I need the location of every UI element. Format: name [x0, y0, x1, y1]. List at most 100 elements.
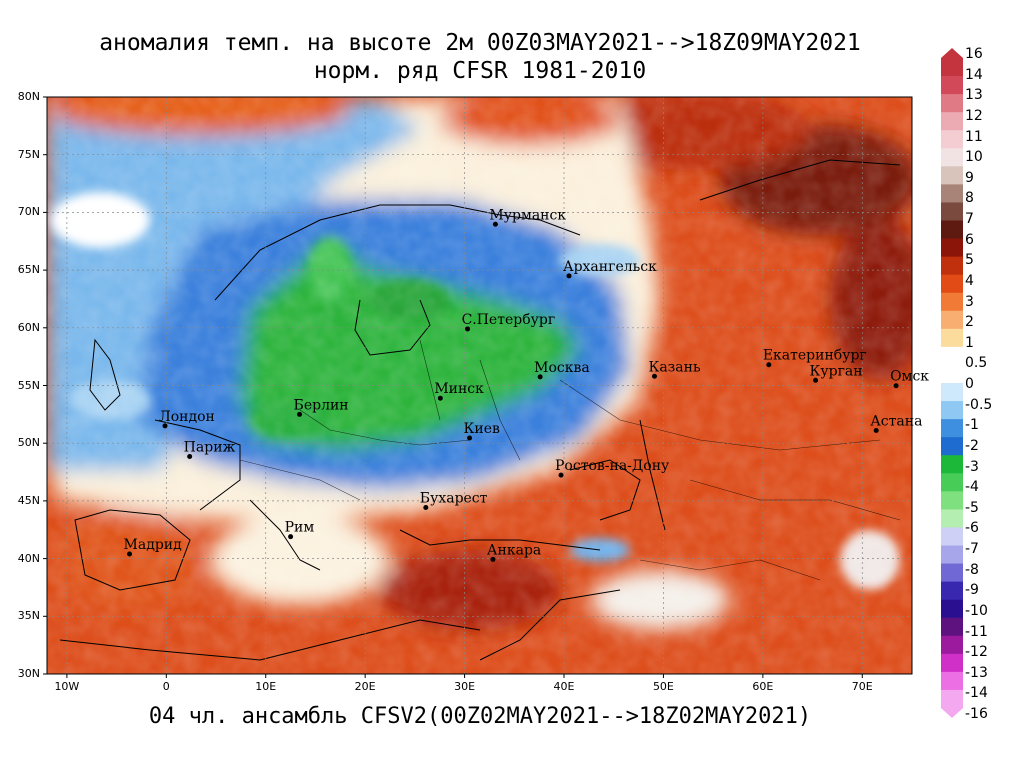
colorbar-swatch — [941, 527, 963, 546]
map-title-line1: аномалия темп. на высоте 2м 00Z03MAY2021… — [99, 30, 861, 56]
colorbar-swatch — [941, 274, 963, 294]
colorbar-swatch — [941, 671, 963, 691]
city-markers: Мурманск Архангельск С.Петербург Москва Каза… — [124, 207, 929, 562]
colorbar-tick-label: 0.5 — [965, 355, 988, 372]
colorbar-tick-label: 10 — [965, 149, 983, 166]
colorbar-tick-label: 8 — [965, 190, 974, 207]
city-dot — [437, 395, 443, 401]
anomaly-field — [47, 97, 912, 674]
colorbar-tick-label: -14 — [965, 685, 988, 702]
latitude-label: 45N — [17, 493, 40, 507]
city-label: Бухарест — [420, 490, 488, 506]
city-label: Берлин — [294, 397, 349, 413]
colorbar-swatch — [941, 563, 963, 583]
colorbar-swatch — [941, 689, 963, 709]
colorbar-max-arrow — [941, 48, 963, 58]
colorbar-tick-label: 2 — [965, 314, 974, 331]
colorbar-tick-label: 13 — [965, 87, 983, 104]
map-title-line2: норм. ряд CFSR 1981-2010 — [313, 58, 647, 84]
city-label: Минск — [434, 381, 484, 397]
city-dot — [162, 423, 168, 429]
colorbar-tick-label: -13 — [965, 664, 988, 681]
temperature-anomaly-map: Мурманск Архангельск С.Петербург Москва Каза… — [43, 96, 929, 678]
colorbar-swatch — [941, 617, 963, 637]
colorbar-tick-label: -7 — [965, 541, 979, 557]
city-dot — [492, 221, 498, 227]
latitude-label: 65N — [17, 263, 40, 277]
colorbar-swatch — [941, 112, 963, 131]
city-label: Екатеринбург — [763, 348, 867, 364]
colorbar-tick-label: 12 — [965, 107, 983, 124]
colorbar-tick-label: 4 — [965, 272, 974, 289]
colorbar-swatch — [941, 383, 963, 402]
colorbar-tick-label: -1 — [965, 417, 979, 434]
colorbar-swatch — [941, 292, 963, 312]
colorbar-swatch — [941, 328, 963, 348]
colorbar-swatch — [941, 473, 963, 492]
city-label: Ростов-на-Дону — [555, 458, 670, 474]
latitude-label: 55N — [17, 378, 40, 392]
city-label: Курган — [810, 363, 863, 379]
latitude-label: 75N — [17, 147, 40, 161]
longitude-label: 0 — [162, 680, 170, 693]
colorbar-swatch — [941, 202, 963, 221]
city-dot — [893, 383, 899, 389]
longitude-label: 10W — [54, 680, 80, 693]
colorbar-tick-label: -3 — [965, 458, 979, 475]
longitude-label: 30E — [454, 680, 476, 693]
colorbar-tick-label: -16 — [965, 706, 988, 722]
colorbar-swatch — [941, 220, 963, 240]
colorbar-min-arrow — [941, 708, 963, 718]
city-dot — [558, 472, 564, 478]
latitude-label: 80N — [17, 90, 40, 103]
city-dot — [423, 504, 429, 510]
colorbar-tick-label: -11 — [965, 623, 988, 640]
city-label: Анкара — [487, 542, 541, 558]
colorbar-swatch — [941, 401, 963, 420]
colorbar-tick-label: 3 — [965, 293, 974, 310]
gridlines — [47, 97, 912, 674]
city-label: Мурманск — [489, 207, 566, 223]
city-label: С.Петербург — [462, 312, 556, 328]
borders — [239, 339, 901, 581]
colorbar-swatch — [941, 581, 963, 601]
city-label: Москва — [534, 360, 590, 376]
colorbar-swatch — [941, 58, 963, 77]
colorbar-swatch — [941, 346, 963, 366]
longitude-label: 20E — [354, 680, 376, 693]
city-label: Лондон — [159, 409, 215, 425]
colorbar-tick-label: 7 — [965, 211, 974, 227]
colorbar-swatch — [941, 653, 963, 673]
colorbar-swatch — [941, 310, 963, 330]
colorbar-tick-label: -6 — [965, 520, 979, 537]
city-dot — [566, 273, 572, 279]
colorbar-tick-label: -0.5 — [965, 396, 993, 413]
ensemble-footer: 04 чл. ансамбль CFSV2(00Z02MAY2021-->18Z… — [148, 704, 812, 729]
city-dot — [813, 377, 819, 383]
city-dot — [288, 534, 294, 540]
colorbar-swatch — [941, 148, 963, 167]
city-label: Рим — [285, 520, 315, 536]
colorbar-tick-label: 14 — [965, 66, 983, 83]
city-dot — [766, 362, 772, 368]
colorbar-swatch — [941, 437, 963, 456]
city-dot — [465, 326, 471, 332]
city-dot — [467, 435, 473, 441]
colorbar-swatch — [941, 238, 963, 258]
city-dot — [537, 374, 543, 380]
colorbar-tick-label: -5 — [965, 499, 979, 516]
longitude-label: 40E — [553, 680, 575, 693]
colorbar-tick-label: 11 — [965, 128, 983, 145]
city-label: Париж — [184, 439, 236, 455]
latitude-label: 60N — [17, 320, 40, 334]
latitude-label: 30N — [17, 667, 40, 680]
longitude-label: 10E — [255, 680, 277, 693]
longitude-label: 50E — [652, 680, 674, 693]
colorbar-tick-label: 0 — [965, 376, 974, 392]
latitude-label: 35N — [17, 609, 40, 623]
city-dot — [873, 428, 879, 434]
colorbar-swatch — [941, 599, 963, 619]
colorbar-swatch — [941, 491, 963, 510]
city-dot — [490, 556, 496, 562]
city-label: Омск — [890, 369, 929, 385]
